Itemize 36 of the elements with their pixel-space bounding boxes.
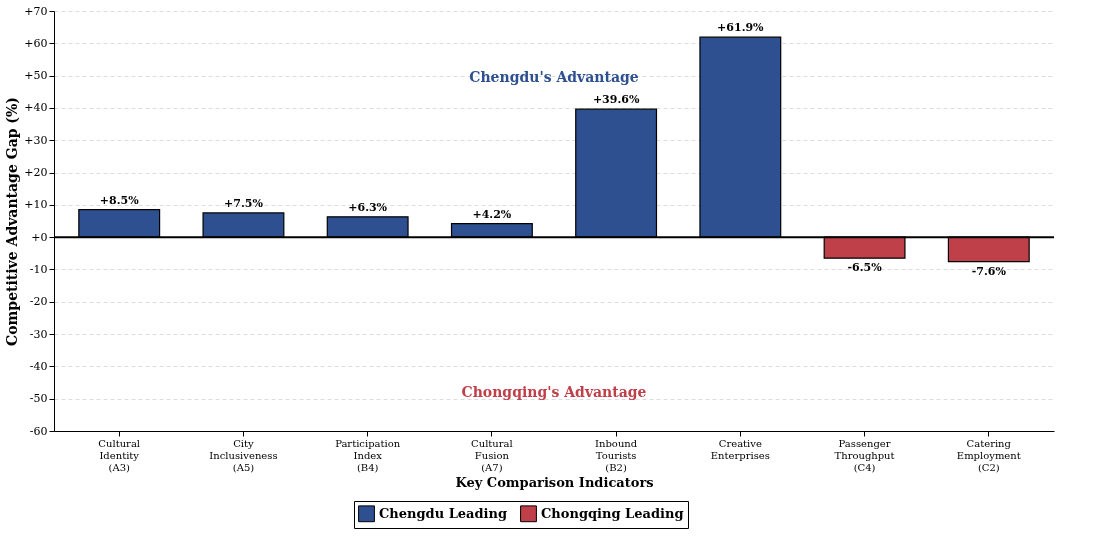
x-tick-label: Cultural Identity (A3) — [98, 437, 141, 473]
data-label: +61.9% — [717, 21, 765, 35]
y-tick-label: +70 — [24, 4, 48, 18]
y-tick-label: +60 — [24, 36, 48, 50]
annotation: Chengdu's Advantage — [469, 69, 639, 86]
legend-label: Chongqing Leading — [541, 505, 684, 521]
data-label: +7.5% — [224, 196, 264, 210]
y-tick-label: -40 — [29, 359, 48, 373]
x-axis-title: Key Comparison Indicators — [455, 474, 654, 490]
y-tick-label: +30 — [24, 133, 48, 147]
x-tick-label: Creative Enterprises — [710, 437, 770, 461]
y-tick-label: -50 — [29, 392, 48, 406]
y-axis-title: Competitive Advantage Gap (%) — [4, 97, 21, 346]
data-label: -6.5% — [847, 261, 883, 275]
data-label: +4.2% — [472, 207, 512, 221]
data-label: +8.5% — [99, 193, 140, 207]
x-tick-label: Cultural Fusion (A7) — [471, 437, 513, 473]
y-tick-label: +20 — [24, 166, 48, 180]
y-tick-label: -20 — [29, 295, 48, 309]
annotation: Chongqing's Advantage — [461, 384, 647, 401]
x-tick-label: City Inclusiveness (A5) — [209, 437, 278, 473]
y-tick-label: -10 — [29, 262, 48, 276]
x-tick-label: Participation Index (B4) — [335, 437, 401, 473]
data-label: +6.3% — [348, 200, 388, 214]
x-tick-label: Catering Employment (C2) — [956, 437, 1021, 473]
x-tick-label: Passenger Throughput (C4) — [834, 437, 895, 473]
y-tick-label: +0 — [31, 230, 48, 244]
y-tick-label: -30 — [29, 327, 48, 341]
x-tick-label: Inbound Tourists (B2) — [595, 437, 638, 473]
data-label: +39.6% — [592, 93, 640, 107]
data-label: -7.6% — [971, 264, 1007, 278]
y-tick-label: +40 — [24, 101, 48, 115]
y-tick-label: -60 — [29, 424, 48, 438]
legend-label: Chengdu Leading — [379, 505, 508, 521]
y-tick-label: +10 — [24, 198, 48, 212]
y-tick-label: +50 — [24, 69, 48, 83]
